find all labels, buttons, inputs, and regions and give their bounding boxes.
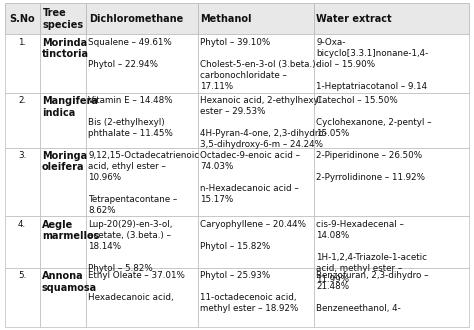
Text: 5.: 5. <box>18 271 26 280</box>
Text: 2.: 2. <box>18 96 26 105</box>
Bar <box>198 148 314 216</box>
Text: Moringa
oleifera: Moringa oleifera <box>42 151 87 172</box>
Bar <box>314 93 469 148</box>
Text: 1.: 1. <box>18 38 26 47</box>
Bar <box>198 3 314 34</box>
Text: Ethyl Oleate – 37.01%

Hexadecanoic acid,: Ethyl Oleate – 37.01% Hexadecanoic acid, <box>88 271 185 302</box>
Text: Tree
species: Tree species <box>42 8 83 30</box>
Bar <box>5 3 39 34</box>
Bar <box>86 148 198 216</box>
Text: 9-Oxa-
bicyclo[3.3.1]nonane-1,4-
diol – 15.90%

1-Heptatriacotanol – 9.14: 9-Oxa- bicyclo[3.3.1]nonane-1,4- diol – … <box>316 38 428 91</box>
Text: 9,12,15-Octadecatrienoic
acid, ethyl ester –
10.96%

Tetrapentacontane –
8.62%: 9,12,15-Octadecatrienoic acid, ethyl est… <box>88 151 200 215</box>
Text: Hexanoic acid, 2-ethylhexyl
ester – 29.53%

4H-Pyran-4-one, 2,3-dihydro-
3,5-dih: Hexanoic acid, 2-ethylhexyl ester – 29.5… <box>200 96 327 149</box>
Text: Squalene – 49.61%

Phytol – 22.94%: Squalene – 49.61% Phytol – 22.94% <box>88 38 172 69</box>
Bar <box>39 268 86 327</box>
Text: Phytol – 25.93%

11-octadecenoic acid,
methyl ester – 18.92%: Phytol – 25.93% 11-octadecenoic acid, me… <box>200 271 298 313</box>
Text: Annona
squamosa: Annona squamosa <box>42 271 97 293</box>
Text: cis-9-Hexadecenal –
14.08%

1H-1,2,4-Triazole-1-acetic
acid, methyl ester –
11.9: cis-9-Hexadecenal – 14.08% 1H-1,2,4-Tria… <box>316 220 427 284</box>
Text: Benzofuran, 2,3-dihydro –
21.48%

Benzeneethanol, 4-: Benzofuran, 2,3-dihydro – 21.48% Benzene… <box>316 271 428 313</box>
Text: Phytol – 39.10%

Cholest-5-en-3-ol (3.beta.)-
carbonochloridate –
17.11%: Phytol – 39.10% Cholest-5-en-3-ol (3.bet… <box>200 38 319 91</box>
Bar <box>314 3 469 34</box>
Bar <box>39 34 86 93</box>
Bar <box>86 34 198 93</box>
Bar <box>5 148 39 216</box>
Bar <box>314 268 469 327</box>
Bar <box>86 268 198 327</box>
Bar <box>39 3 86 34</box>
Bar <box>86 3 198 34</box>
Text: Dichloromethane: Dichloromethane <box>89 14 183 24</box>
Bar <box>5 216 39 268</box>
Text: 3.: 3. <box>18 151 26 160</box>
Bar <box>314 216 469 268</box>
Text: Catechol – 15.50%

Cyclohexanone, 2-pentyl –
15.05%: Catechol – 15.50% Cyclohexanone, 2-penty… <box>316 96 431 138</box>
Bar <box>314 34 469 93</box>
Text: Morinda
tinctoria: Morinda tinctoria <box>42 38 89 59</box>
Text: Lup-20(29)-en-3-ol,
acetate, (3.beta.) –
18.14%

Phytol – 5.82%: Lup-20(29)-en-3-ol, acetate, (3.beta.) –… <box>88 220 173 273</box>
Text: Water extract: Water extract <box>317 14 392 24</box>
Text: Caryophyllene – 20.44%

Phytol – 15.82%: Caryophyllene – 20.44% Phytol – 15.82% <box>200 220 306 251</box>
Bar <box>39 93 86 148</box>
Text: 4.: 4. <box>18 220 26 229</box>
Text: S.No: S.No <box>9 14 35 24</box>
Bar <box>314 148 469 216</box>
Bar <box>39 148 86 216</box>
Text: 2-Piperidinone – 26.50%

2-Pyrrolidinone – 11.92%: 2-Piperidinone – 26.50% 2-Pyrrolidinone … <box>316 151 425 182</box>
Bar <box>86 93 198 148</box>
Bar <box>5 93 39 148</box>
Bar <box>198 216 314 268</box>
Text: Aegle
marmellos: Aegle marmellos <box>42 220 100 241</box>
Bar <box>39 216 86 268</box>
Bar <box>198 34 314 93</box>
Bar <box>5 268 39 327</box>
Bar <box>198 93 314 148</box>
Bar <box>86 216 198 268</box>
Bar <box>5 34 39 93</box>
Text: Vitamin E – 14.48%

Bis (2-ethylhexyl)
phthalate – 11.45%: Vitamin E – 14.48% Bis (2-ethylhexyl) ph… <box>88 96 173 138</box>
Text: Octadec-9-enoic acid –
74.03%

n-Hexadecanoic acid –
15.17%: Octadec-9-enoic acid – 74.03% n-Hexadeca… <box>200 151 300 204</box>
Text: Methanol: Methanol <box>201 14 252 24</box>
Text: Mangifera
indica: Mangifera indica <box>42 96 98 117</box>
Bar <box>198 268 314 327</box>
